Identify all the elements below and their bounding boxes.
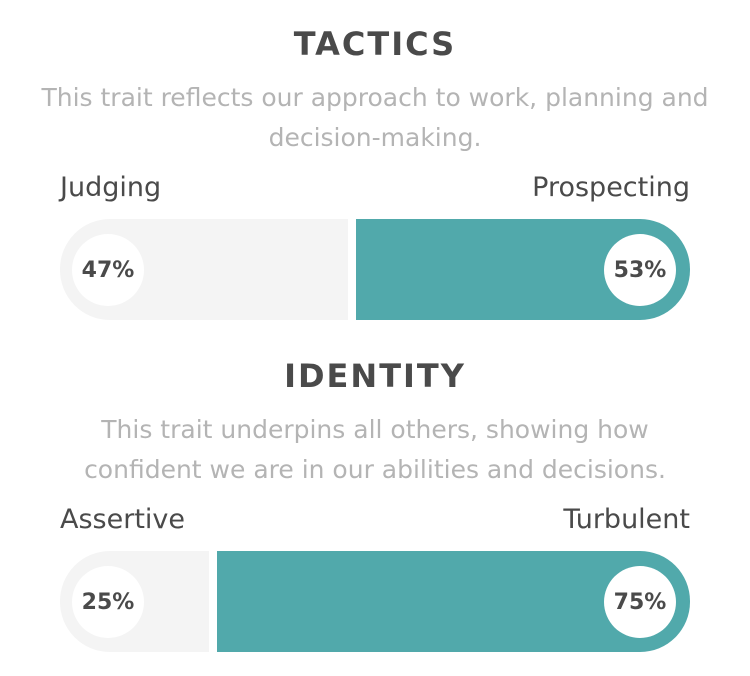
right-trait-label: Turbulent	[563, 504, 690, 535]
trait-balance-bar: 25% 75%	[60, 551, 690, 652]
right-trait-label: Prospecting	[532, 172, 690, 203]
left-percent-badge: 47%	[72, 234, 144, 306]
trait-title: IDENTITY	[284, 357, 466, 395]
left-percent-badge: 25%	[72, 566, 144, 638]
left-trait-label: Judging	[60, 172, 162, 203]
left-trait-label: Assertive	[60, 504, 185, 535]
trait-title: TACTICS	[293, 25, 457, 63]
right-percent-badge: 53%	[604, 234, 676, 306]
trait-description: This trait underpins all others, showing…	[84, 415, 666, 484]
trait-balance-bar: 47% 53%	[60, 219, 690, 320]
right-percent-badge: 75%	[604, 566, 676, 638]
trait-description: This trait reflects our approach to work…	[41, 83, 709, 152]
